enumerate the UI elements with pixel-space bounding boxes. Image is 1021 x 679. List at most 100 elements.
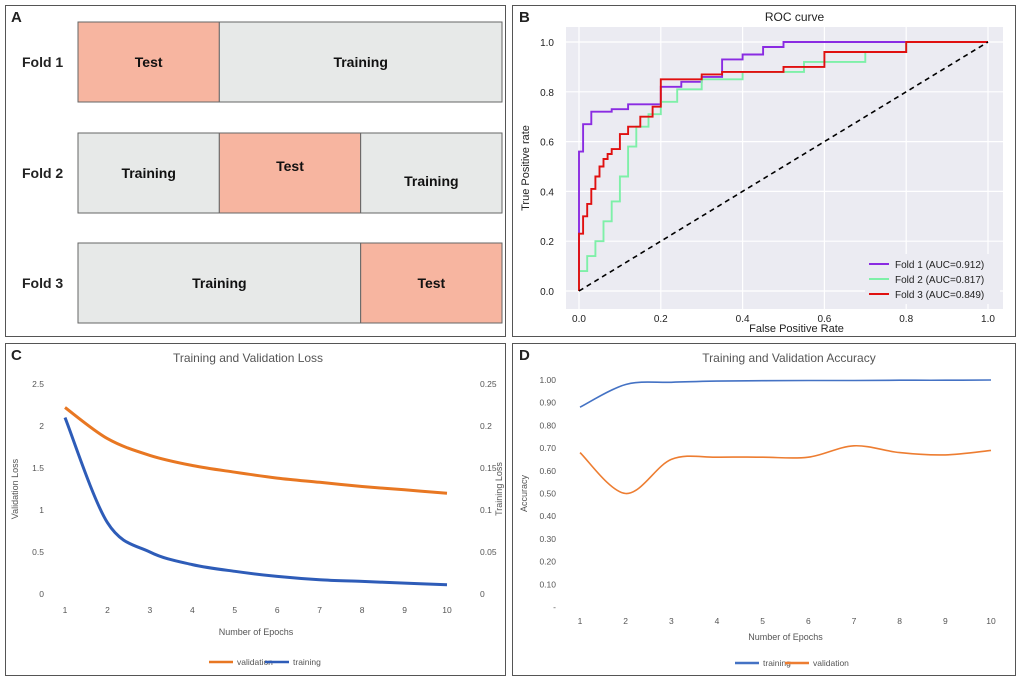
acc-legend-label: validation	[813, 658, 849, 668]
fold-label-1: Fold 1	[22, 54, 63, 70]
roc-series-line	[578, 41, 988, 291]
fold-2-segment-label: Training	[121, 165, 175, 181]
roc-y-tick: 0.8	[540, 88, 554, 99]
roc-series-line	[578, 41, 988, 291]
acc-series-validation	[579, 444, 992, 495]
roc-legend-label: Fold 1 (AUC=0.912)	[895, 260, 984, 271]
loss-y-label: Validation Loss	[10, 458, 20, 519]
loss-y-tick: 0	[39, 589, 44, 599]
loss-x-tick: 5	[232, 605, 237, 615]
loss-y-tick: 0.5	[32, 547, 44, 557]
roc-x-tick: 1.0	[981, 314, 995, 325]
loss-x-tick: 10	[442, 605, 452, 615]
acc-y-tick: 0.70	[539, 443, 556, 453]
acc-y-tick: 0.80	[539, 420, 556, 430]
fold-label-3: Fold 3	[22, 275, 63, 291]
fold-1-segment-label: Test	[135, 54, 163, 70]
folds-diagram: Fold 1 Test Training Fold 2 Training Test Trai…	[22, 21, 503, 324]
loss-legend-label: training	[293, 657, 321, 667]
acc-x-tick: 10	[986, 616, 996, 626]
fold-1-segment-training	[218, 21, 503, 103]
acc-y-tick: 0.50	[539, 489, 556, 499]
fold-1-segment-test	[77, 21, 220, 103]
roc-legend-label: Fold 3 (AUC=0.849)	[895, 290, 984, 301]
fold-3-segment-label: Training	[192, 275, 246, 291]
loss-x-tick: 8	[360, 605, 365, 615]
acc-x-tick: 5	[760, 616, 765, 626]
acc-y-tick: 0.90	[539, 398, 556, 408]
roc-x-tick: 0.4	[736, 314, 750, 325]
panel-c: C Training and Validation Loss 0 0.5 1 1.5 2 2…	[5, 343, 506, 676]
panel-d: D Training and Validation Accuracy - 0.10 0…	[512, 343, 1016, 676]
roc-y-tick: 0.4	[540, 187, 554, 198]
fold-label-2: Fold 2	[22, 165, 63, 181]
acc-y-label: Accuracy	[519, 474, 529, 512]
loss-y-tick: 2.5	[32, 379, 44, 389]
roc-x-tick: 0.6	[817, 314, 831, 325]
acc-legend-label: training	[763, 658, 791, 668]
acc-x-label: Number of Epochs	[748, 632, 823, 642]
panel-b-label: B	[519, 9, 530, 26]
acc-y-tick: 0.40	[539, 511, 556, 521]
loss-x-label: Number of Epochs	[219, 627, 294, 637]
fold-2-segment-training	[360, 132, 503, 214]
roc-y-label: True Positive rate	[520, 125, 532, 211]
acc-x-tick: 1	[578, 616, 583, 626]
roc-x-tick: 0.0	[572, 314, 586, 325]
acc-y-tick: 0.60	[539, 466, 556, 476]
fold-2-segment-label: Training	[404, 173, 458, 189]
loss-x-tick: 4	[190, 605, 195, 615]
loss-chart: Training and Validation Loss 0 0.5 1 1.5 2 2.5…	[10, 351, 504, 667]
fold-2-segment-label: Test	[276, 158, 304, 174]
roc-chart: 0.0 0.2 0.4 0.6 0.8 1.0 0.0 0.2 0.4 0.6 0.8 1.0 ROC …	[520, 10, 1003, 335]
roc-y-tick: 0.0	[540, 287, 554, 298]
panel-a: A Fold 1 Test Training Fold 2 Training Test Tr…	[5, 5, 506, 337]
loss-legend-label: validation	[237, 657, 273, 667]
loss-series-training	[63, 417, 448, 587]
panel-a-label: A	[11, 9, 22, 26]
loss-y2-tick: 0.1	[480, 505, 492, 515]
loss-series-validation	[64, 406, 448, 495]
acc-y-tick: 0.20	[539, 557, 556, 567]
acc-x-tick: 7	[852, 616, 857, 626]
panel-c-label: C	[11, 347, 22, 364]
loss-y2-tick: 0.15	[480, 463, 497, 473]
acc-x-tick: 2	[623, 616, 628, 626]
acc-x-tick: 3	[669, 616, 674, 626]
roc-y-tick: 1.0	[540, 38, 554, 49]
fold-3-segment-training	[77, 242, 362, 324]
acc-x-tick: 4	[715, 616, 720, 626]
loss-y2-tick: 0	[480, 589, 485, 599]
acc-y-tick: 1.00	[539, 375, 556, 385]
panel-d-label: D	[519, 347, 530, 364]
acc-x-tick: 8	[897, 616, 902, 626]
roc-y-tick: 0.6	[540, 138, 554, 149]
loss-x-tick: 7	[317, 605, 322, 615]
roc-series-line	[578, 41, 988, 291]
roc-chance-line	[578, 41, 989, 292]
loss-x-tick: 9	[402, 605, 407, 615]
acc-x-tick: 6	[806, 616, 811, 626]
acc-x-tick: 9	[943, 616, 948, 626]
acc-y-tick: -	[553, 602, 556, 612]
loss-x-tick: 2	[105, 605, 110, 615]
roc-y-tick: 0.2	[540, 237, 554, 248]
loss-y-tick: 1	[39, 505, 44, 515]
acc-series-training	[579, 379, 992, 408]
roc-x-label: False Positive Rate	[749, 323, 844, 335]
loss-y-tick: 1.5	[32, 463, 44, 473]
acc-y-tick: 0.10	[539, 579, 556, 589]
loss-x-tick: 3	[148, 605, 153, 615]
acc-y-tick: 0.30	[539, 534, 556, 544]
loss-title: Training and Validation Loss	[173, 351, 323, 365]
roc-title: ROC curve	[765, 10, 825, 24]
roc-legend-label: Fold 2 (AUC=0.817)	[895, 275, 984, 286]
fold-1-segment-label: Training	[333, 54, 387, 70]
accuracy-chart: Training and Validation Accuracy - 0.10 0.2…	[519, 351, 996, 668]
fold-3-segment-test	[360, 242, 503, 324]
acc-title: Training and Validation Accuracy	[702, 351, 875, 365]
loss-y-tick: 2	[39, 421, 44, 431]
roc-x-tick: 0.8	[899, 314, 913, 325]
panel-b: B 0.0 0.2 0.4 0.6 0.8 1.0 0.0 0.2 0.4 0.6 0.8 1.0 RO…	[512, 5, 1016, 337]
loss-x-tick: 6	[275, 605, 280, 615]
